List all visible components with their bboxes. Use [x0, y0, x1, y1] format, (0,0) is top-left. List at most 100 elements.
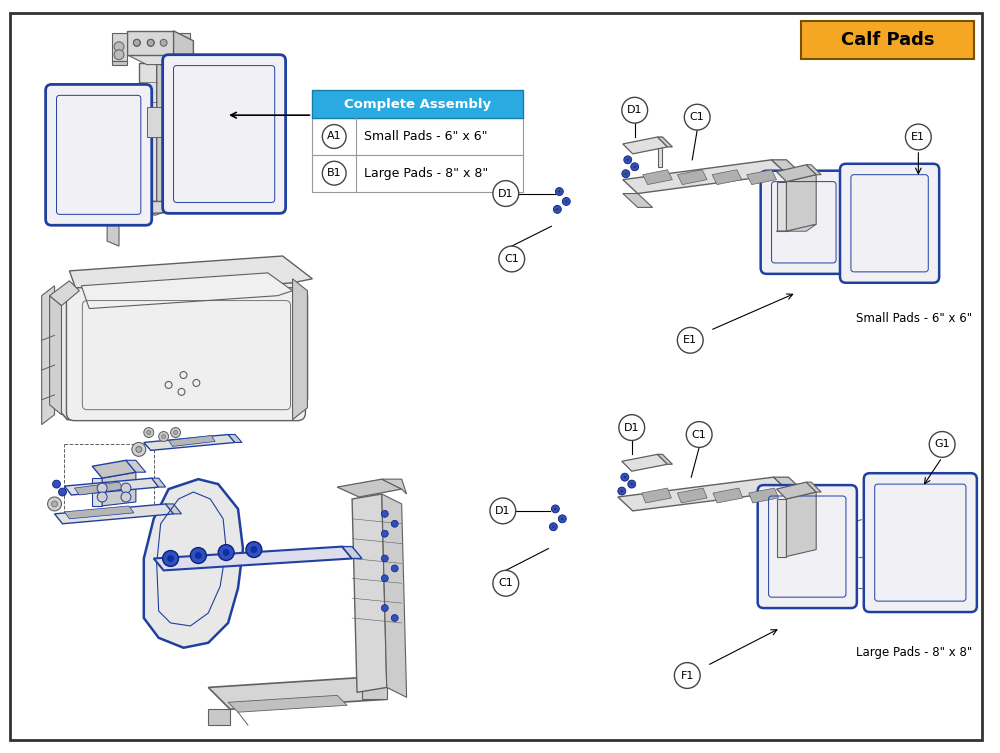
Text: F1: F1 [681, 670, 694, 681]
Text: Complete Assembly: Complete Assembly [344, 98, 491, 111]
Circle shape [905, 124, 931, 150]
Text: E1: E1 [683, 335, 697, 346]
Polygon shape [228, 695, 347, 712]
Polygon shape [777, 181, 786, 231]
Polygon shape [154, 547, 352, 570]
Polygon shape [139, 202, 173, 215]
Circle shape [549, 523, 557, 531]
Circle shape [622, 97, 648, 123]
Circle shape [630, 483, 633, 486]
Circle shape [322, 124, 346, 148]
Polygon shape [786, 175, 816, 231]
Polygon shape [144, 479, 243, 648]
Text: Small Pads - 6" x 6": Small Pads - 6" x 6" [364, 130, 487, 143]
Bar [312, 155, 523, 191]
Text: Large Pads - 8" x 8": Large Pads - 8" x 8" [856, 646, 972, 659]
Polygon shape [152, 478, 166, 487]
Polygon shape [643, 169, 672, 184]
FancyBboxPatch shape [840, 163, 939, 283]
Circle shape [624, 172, 627, 175]
Text: D1: D1 [624, 422, 639, 432]
Polygon shape [786, 492, 816, 556]
Circle shape [143, 177, 152, 186]
Polygon shape [74, 482, 124, 495]
Circle shape [490, 498, 516, 524]
Circle shape [558, 515, 566, 523]
Circle shape [246, 541, 262, 557]
Circle shape [624, 156, 632, 163]
Polygon shape [337, 479, 402, 497]
Circle shape [631, 163, 639, 171]
Polygon shape [112, 33, 127, 61]
Polygon shape [623, 137, 667, 154]
Circle shape [381, 575, 388, 582]
Circle shape [114, 50, 124, 59]
Polygon shape [144, 434, 235, 450]
Circle shape [554, 508, 557, 511]
Circle shape [146, 165, 150, 169]
Circle shape [562, 197, 570, 206]
Circle shape [381, 530, 388, 537]
Text: D1: D1 [495, 506, 511, 516]
Polygon shape [777, 165, 816, 181]
Circle shape [174, 431, 178, 434]
Circle shape [620, 489, 623, 492]
Bar [312, 118, 523, 155]
Polygon shape [713, 488, 743, 503]
Circle shape [551, 505, 559, 513]
Polygon shape [92, 460, 136, 478]
Polygon shape [157, 62, 173, 209]
Text: D1: D1 [627, 105, 642, 115]
Polygon shape [228, 434, 242, 443]
Polygon shape [747, 169, 777, 184]
Polygon shape [293, 279, 307, 419]
Circle shape [686, 422, 712, 447]
Circle shape [623, 476, 626, 479]
Polygon shape [69, 256, 312, 299]
Polygon shape [107, 202, 186, 215]
Circle shape [381, 511, 388, 517]
Polygon shape [166, 504, 181, 514]
Polygon shape [774, 477, 803, 491]
Circle shape [147, 39, 154, 46]
Circle shape [114, 41, 124, 52]
Circle shape [381, 605, 388, 611]
Circle shape [493, 181, 519, 206]
Polygon shape [174, 31, 193, 65]
Circle shape [381, 555, 388, 562]
Polygon shape [50, 281, 79, 306]
Circle shape [552, 526, 555, 529]
FancyBboxPatch shape [801, 21, 974, 59]
Circle shape [391, 565, 398, 572]
Circle shape [561, 517, 564, 520]
Polygon shape [127, 31, 174, 55]
Polygon shape [777, 499, 786, 556]
Text: D1: D1 [498, 188, 514, 199]
Circle shape [146, 194, 150, 199]
Circle shape [251, 547, 257, 553]
Circle shape [674, 663, 700, 688]
Polygon shape [208, 678, 387, 709]
Circle shape [391, 614, 398, 621]
Circle shape [391, 520, 398, 527]
Circle shape [195, 553, 201, 559]
Polygon shape [55, 504, 174, 524]
Circle shape [162, 434, 166, 438]
Circle shape [171, 428, 180, 437]
Polygon shape [208, 709, 230, 725]
Polygon shape [174, 33, 190, 61]
Circle shape [168, 556, 174, 562]
Polygon shape [622, 454, 667, 471]
Polygon shape [623, 194, 653, 207]
FancyBboxPatch shape [758, 485, 857, 608]
Polygon shape [677, 169, 707, 184]
Circle shape [163, 550, 179, 566]
Polygon shape [806, 482, 821, 492]
Polygon shape [777, 224, 816, 231]
Polygon shape [139, 62, 157, 202]
Polygon shape [677, 488, 707, 503]
Polygon shape [64, 478, 159, 495]
Polygon shape [102, 472, 136, 506]
Polygon shape [382, 479, 407, 494]
FancyBboxPatch shape [761, 171, 847, 274]
